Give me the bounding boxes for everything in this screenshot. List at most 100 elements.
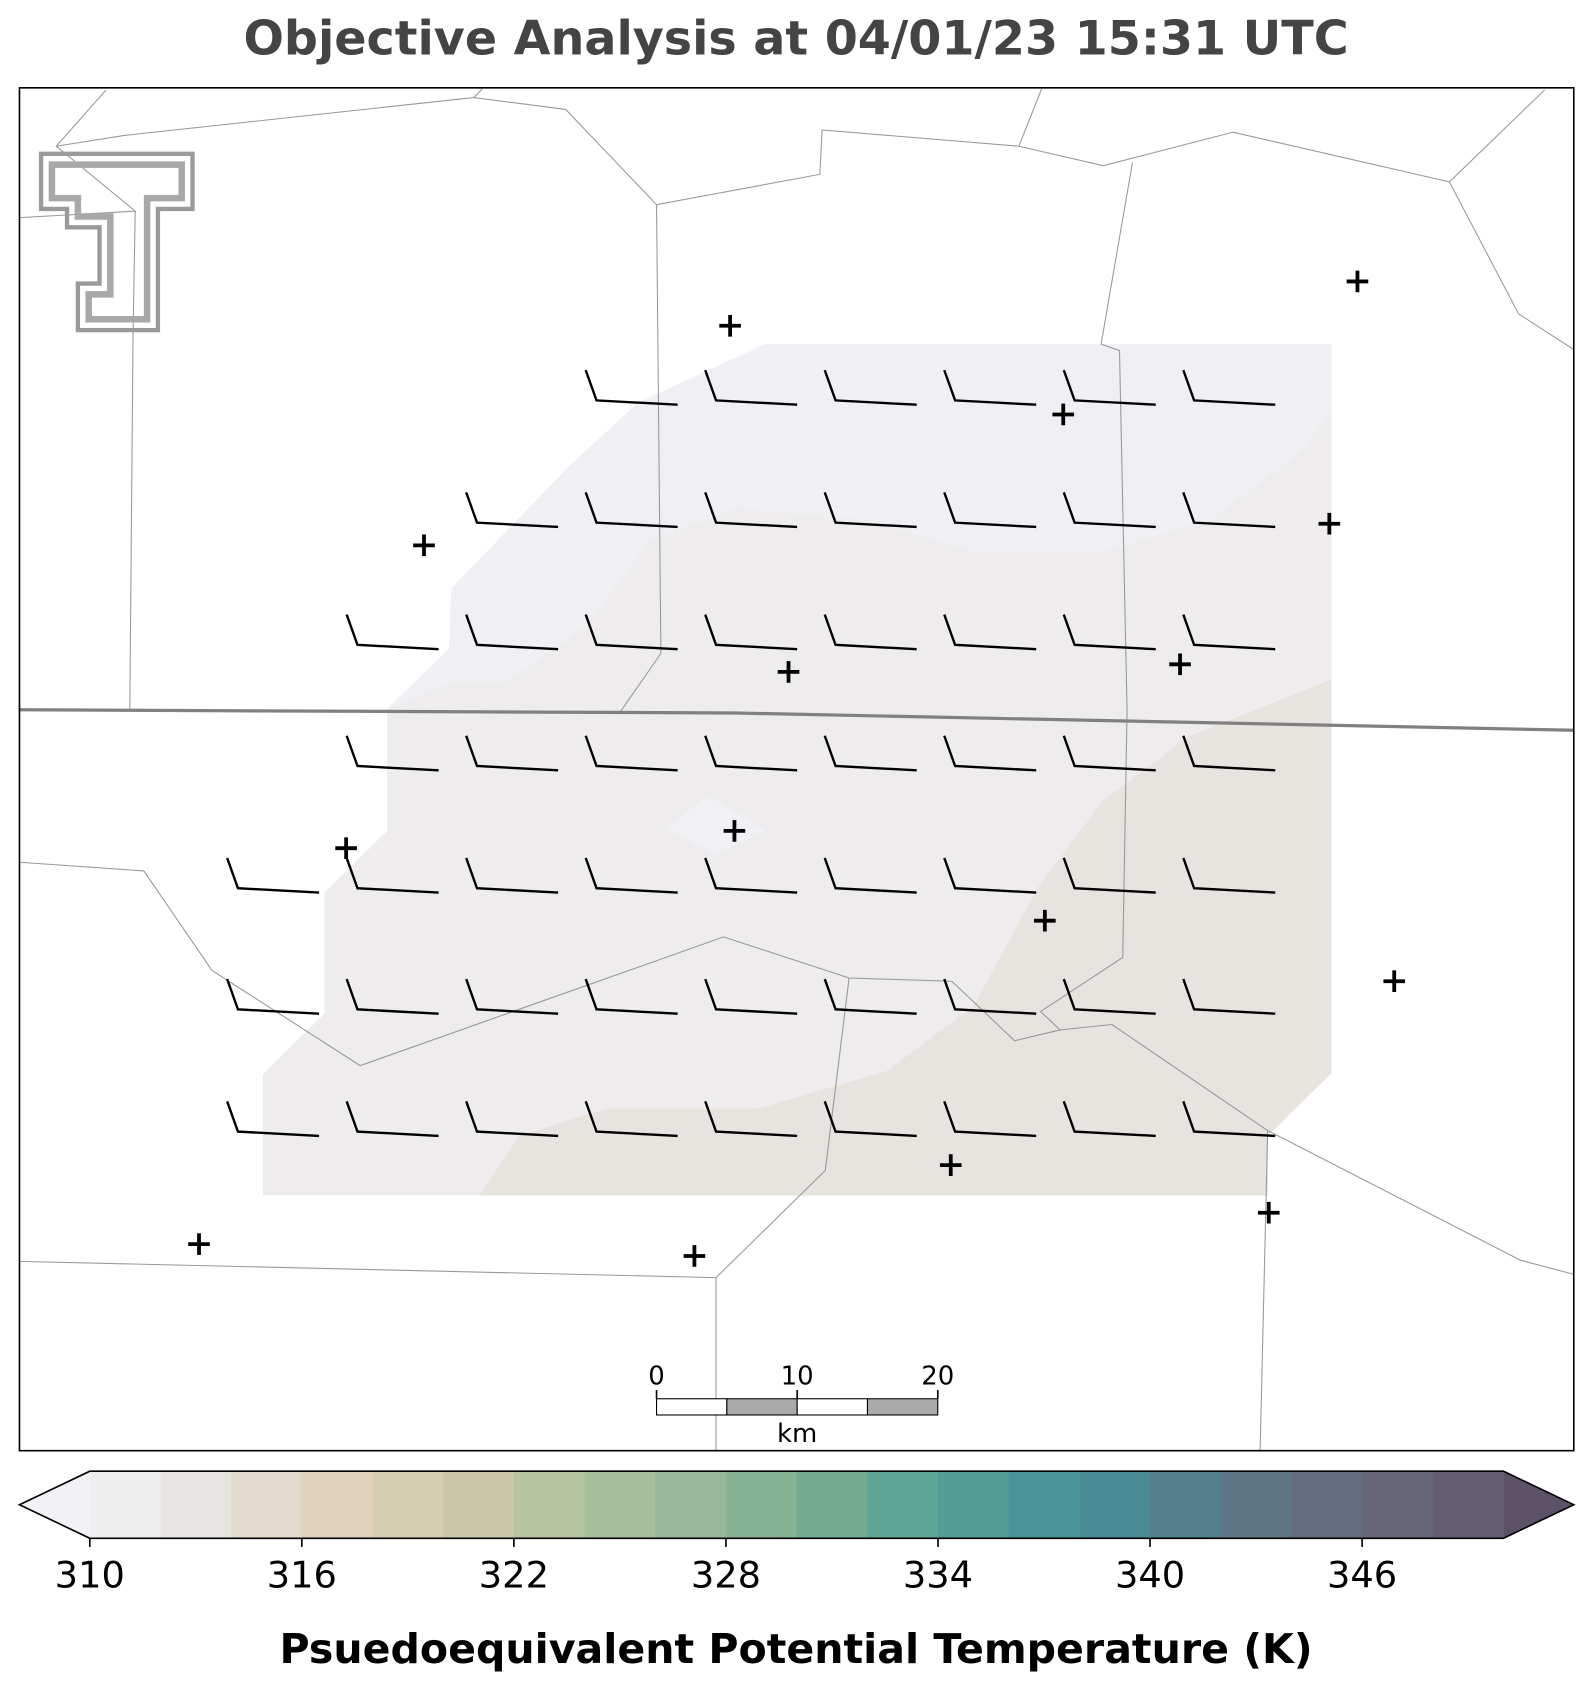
wind-barb (584, 857, 678, 894)
colorbar-bin (1291, 1471, 1363, 1539)
colorbar-bin (937, 1471, 1010, 1539)
wind-barb (465, 491, 559, 529)
wind-barb (823, 369, 917, 406)
station (1034, 909, 1056, 932)
colorbar-bin (1220, 1471, 1292, 1539)
wind-barb (823, 1100, 917, 1138)
wind-barb (1062, 369, 1156, 406)
wind-barb (823, 735, 917, 772)
colorbar-tick-label: 316 (267, 1554, 337, 1597)
wind-barb (1062, 1100, 1156, 1138)
wind-barb (704, 1100, 798, 1138)
wind-barb (1182, 735, 1276, 772)
colorbar-bin (89, 1471, 162, 1539)
wind-barb (465, 735, 559, 772)
wind-barb (465, 857, 559, 894)
colorbar-tick-label: 328 (691, 1554, 761, 1597)
wind-barb (465, 1100, 559, 1138)
wind-barb (465, 978, 559, 1015)
wind-barb (943, 369, 1037, 406)
texas-tech-logo (38, 151, 195, 333)
wind-barb (823, 978, 917, 1015)
colorbar-bin (1150, 1471, 1222, 1539)
wind-barb (584, 369, 678, 406)
wind-barb (704, 857, 798, 894)
colorbar-bin (513, 1471, 586, 1539)
wind-barb (1182, 369, 1276, 406)
station (335, 837, 357, 860)
colorbar-tick-label: 310 (55, 1554, 125, 1597)
colorbar-over (1503, 1471, 1574, 1539)
wind-barb (345, 735, 439, 772)
wind-barb (226, 1100, 320, 1138)
map-frame (18, 87, 1575, 1452)
colorbar-bin (231, 1471, 303, 1539)
station-markers (188, 270, 1406, 1267)
colorbar-bin (1362, 1471, 1434, 1539)
scale-segment (656, 1398, 728, 1416)
map: 0 10 20 km (18, 87, 1575, 1452)
station (1052, 403, 1075, 426)
wind-barb (226, 857, 320, 894)
colorbar-bin (301, 1471, 374, 1539)
colorbar-tick-label: 322 (479, 1554, 549, 1597)
wind-barb (823, 614, 917, 651)
wind-barb (1062, 491, 1156, 529)
county-lines (19, 88, 1575, 1451)
station (723, 820, 746, 842)
colorbar-under (19, 1471, 90, 1539)
scale-segment (796, 1398, 869, 1416)
colorbar: 310 316 322 328 334 340 346 (17, 1470, 1576, 1597)
station (939, 1154, 962, 1176)
wind-barb (823, 857, 917, 894)
scale-segment (726, 1398, 798, 1416)
wind-barb (345, 857, 439, 894)
colorbar-bin (1008, 1471, 1080, 1539)
scale-label: 20 (921, 1362, 954, 1392)
wind-barb (1182, 978, 1276, 1015)
wind-barb (1062, 614, 1156, 651)
colorbar-tick-label: 346 (1327, 1554, 1397, 1597)
wind-barb (704, 614, 798, 651)
wind-barb (345, 978, 439, 1015)
colorbar-bin (443, 1471, 515, 1539)
wind-barb (1182, 857, 1276, 894)
wind-barb (823, 491, 917, 529)
wind-barb (226, 978, 320, 1015)
colorbar-tick-label: 334 (903, 1554, 973, 1597)
wind-barb (943, 735, 1037, 772)
colorbar-bin (655, 1471, 727, 1539)
colorbar-tick-label: 340 (1115, 1554, 1185, 1597)
wind-barb (943, 978, 1037, 1015)
wind-barb (1062, 978, 1156, 1015)
wind-barb (943, 857, 1037, 894)
wind-barb (704, 735, 798, 772)
wind-barb (1062, 857, 1156, 894)
scale-unit: km (777, 1419, 817, 1449)
colorbar-bin (584, 1471, 656, 1539)
wind-barb (345, 614, 439, 651)
station (1318, 512, 1341, 535)
colorbar-bin (725, 1471, 798, 1539)
title: Objective Analysis at 04/01/23 15:31 UTC (243, 11, 1348, 66)
colorbar-bin (160, 1471, 232, 1539)
wind-barb (345, 1100, 439, 1138)
colorbar-bin (1432, 1471, 1505, 1539)
colorbar-bin (796, 1471, 868, 1539)
scale-bar: 0 10 20 km (648, 1362, 954, 1449)
wind-barb (1182, 614, 1276, 651)
wind-barb (584, 1100, 678, 1138)
station (413, 534, 435, 557)
contour-fill (479, 679, 1332, 1196)
wind-barb (704, 491, 798, 529)
wind-barb (1182, 1100, 1276, 1138)
station (719, 314, 741, 337)
wind-barb (943, 1100, 1037, 1138)
colorbar-bin (867, 1471, 939, 1539)
colorbar-bin (372, 1471, 444, 1539)
station (777, 661, 800, 683)
station (1346, 270, 1369, 293)
wind-barb (584, 614, 678, 651)
wind-barb (943, 491, 1037, 529)
